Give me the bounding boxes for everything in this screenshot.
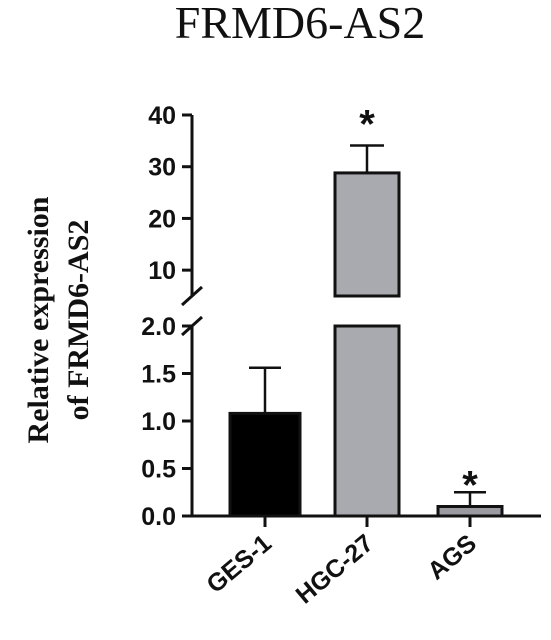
chart-title: FRMD6-AS2 — [175, 0, 426, 48]
y-tick-label: 1.5 — [141, 361, 176, 389]
bar-hgc-27-lower — [333, 324, 401, 518]
y-tick-label: 0.0 — [141, 503, 176, 531]
category-labels: GES-1 HGC-27 AGS — [201, 529, 481, 609]
tick-labels: 0.0 0.5 1.0 1.5 2.0 10 20 30 40 — [141, 102, 176, 531]
bars: ** — [228, 103, 504, 518]
y-tick-label: 20 — [148, 205, 176, 233]
category-label-ags: AGS — [422, 529, 482, 585]
bar-hgc-27-upper — [333, 171, 401, 298]
y-tick-label: 2.0 — [141, 313, 176, 341]
axis-break-mark-upper — [180, 285, 204, 307]
significance-marker: * — [359, 103, 375, 147]
category-label-ges-1: GES-1 — [201, 529, 277, 599]
y-tick-label: 1.0 — [141, 408, 176, 436]
y-axis-label-line-2: of FRMD6-AS2 — [62, 220, 95, 421]
category-label-hgc-27: HGC-27 — [291, 529, 379, 609]
significance-marker: * — [462, 463, 478, 507]
y-axis-label-line-1: Relative expression — [22, 196, 55, 443]
bar-ags — [436, 505, 504, 518]
y-tick-label: 0.5 — [141, 456, 176, 484]
y-tick-label: 40 — [148, 102, 176, 130]
bar-ges-1 — [228, 411, 302, 518]
y-tick-label: 30 — [148, 154, 176, 182]
y-tick-label: 10 — [148, 257, 176, 285]
